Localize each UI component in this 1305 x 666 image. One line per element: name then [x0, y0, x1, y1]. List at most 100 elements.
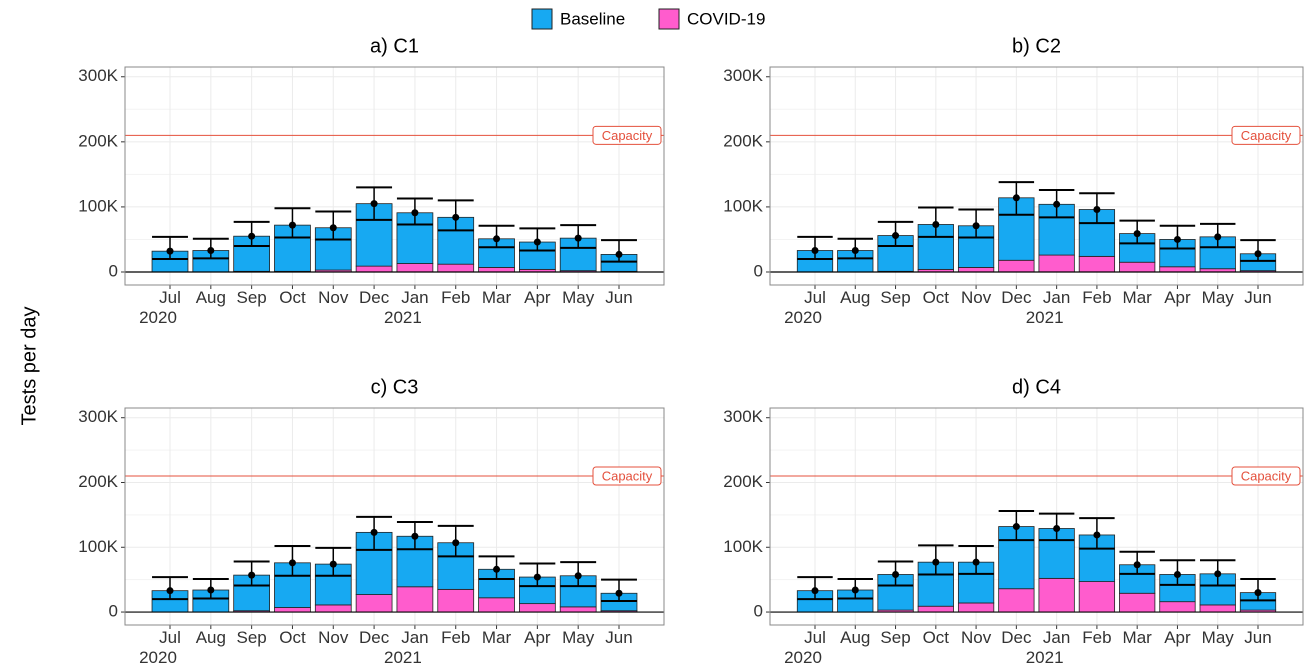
estimate-point	[615, 589, 623, 597]
x-tick-line: 2021	[384, 308, 422, 327]
x-tick-line: Dec	[359, 628, 390, 647]
x-tick-line: Nov	[318, 628, 349, 647]
capacity-label-box	[1231, 466, 1301, 486]
x-tick-line: Aug	[840, 288, 870, 307]
x-tick-line: Jun	[605, 288, 632, 307]
y-tick-label: 200K	[78, 131, 118, 150]
y-tick-label: 200K	[723, 131, 763, 150]
estimate-point	[851, 586, 859, 594]
bar-segment	[314, 604, 352, 613]
panel-title: c) C3	[371, 376, 419, 398]
x-tick-line: Jan	[401, 628, 428, 647]
legend-swatch	[531, 8, 553, 30]
bar-segment	[519, 603, 556, 613]
estimate-point	[207, 586, 215, 594]
x-tick-line: Feb	[1082, 628, 1111, 647]
x-tick-label: Oct	[279, 628, 306, 647]
estimate-point	[1254, 589, 1262, 597]
capacity-label: Capacity	[1241, 128, 1292, 143]
x-tick-label: Feb	[441, 628, 470, 647]
estimate-point	[972, 222, 980, 230]
y-tick-label: 0	[754, 261, 763, 280]
panel-title: d) C4	[1012, 376, 1061, 398]
bar-segment	[1199, 604, 1236, 613]
estimate-point	[329, 560, 337, 568]
bar-segment	[1078, 255, 1116, 273]
x-tick-label: Jan 2021	[384, 288, 429, 327]
panel-border	[124, 66, 665, 286]
x-tick-label: Dec	[1001, 628, 1032, 647]
estimate-point	[1214, 233, 1222, 241]
estimate-point	[452, 539, 460, 547]
x-tick-line: Oct	[279, 288, 306, 307]
y-tick-label: 200K	[723, 472, 763, 491]
estimate-point	[1173, 235, 1181, 243]
x-tick-line: Nov	[961, 628, 992, 647]
x-tick-line: Feb	[441, 288, 470, 307]
x-tick-label: Mar	[482, 628, 512, 647]
x-tick-line: Dec	[1001, 628, 1032, 647]
estimate-point	[411, 209, 419, 217]
panel-border	[124, 407, 665, 626]
panel-title: a) C1	[370, 35, 419, 57]
x-tick-label: Oct	[923, 288, 950, 307]
x-tick-label: Dec	[359, 628, 390, 647]
x-tick-line: Oct	[923, 288, 950, 307]
x-tick-label: Sep	[237, 288, 267, 307]
estimate-point	[288, 221, 296, 229]
estimate-point	[1053, 200, 1061, 208]
x-tick-line: Mar	[1123, 288, 1153, 307]
x-tick-line: Jan	[1043, 288, 1070, 307]
bar-segment	[1078, 581, 1116, 613]
x-tick-label: Sep	[237, 628, 267, 647]
panel-border	[769, 66, 1304, 286]
x-tick-label: Jul 2020	[784, 628, 826, 666]
estimate-point	[370, 528, 378, 536]
estimate-point	[452, 213, 460, 221]
x-tick-label: Nov	[318, 288, 349, 307]
x-tick-label: Jun	[605, 288, 632, 307]
estimate-point	[574, 234, 582, 242]
x-tick-line: Dec	[1001, 288, 1032, 307]
x-tick-line: Apr	[1164, 628, 1191, 647]
x-tick-label: Oct	[279, 288, 306, 307]
x-tick-line: Sep	[237, 628, 267, 647]
x-tick-line: Jul	[159, 288, 181, 307]
x-tick-line: Feb	[441, 628, 470, 647]
x-tick-line: Apr	[524, 288, 551, 307]
estimate-point	[1173, 570, 1181, 578]
x-tick-label: May	[1202, 628, 1235, 647]
x-tick-line: May	[1202, 288, 1235, 307]
x-tick-label: Feb	[1082, 288, 1111, 307]
y-tick-label: 100K	[723, 537, 763, 556]
bar-segment	[957, 225, 995, 268]
x-tick-line: Aug	[840, 628, 870, 647]
bar-segment	[998, 588, 1035, 613]
bar-segment	[274, 607, 311, 613]
legend-label: Baseline	[560, 9, 625, 28]
estimate-point	[1053, 524, 1061, 532]
bar-segment	[1159, 266, 1196, 273]
estimate-point	[329, 224, 337, 232]
x-tick-label: Nov	[961, 288, 992, 307]
estimate-point	[932, 220, 940, 228]
y-tick-label: 300K	[78, 407, 118, 426]
y-tick-label: 100K	[78, 196, 118, 215]
x-tick-line: Jul	[159, 628, 181, 647]
estimate-point	[851, 247, 859, 255]
legend-label: COVID-19	[687, 9, 765, 28]
x-tick-line: Jul	[804, 628, 826, 647]
x-tick-label: May	[562, 288, 595, 307]
y-tick-label: 0	[109, 261, 118, 280]
x-tick-label: May	[1202, 288, 1235, 307]
capacity-label-box	[592, 466, 662, 486]
bar-segment	[437, 263, 475, 273]
y-tick-label: 300K	[723, 66, 763, 85]
estimate-point	[533, 238, 541, 246]
bar-segment	[478, 267, 515, 273]
x-tick-label: Apr	[1164, 628, 1191, 647]
bar-segment	[998, 197, 1035, 261]
bar-segment	[1119, 592, 1156, 613]
x-tick-line: Dec	[359, 288, 390, 307]
estimate-point	[166, 587, 174, 595]
